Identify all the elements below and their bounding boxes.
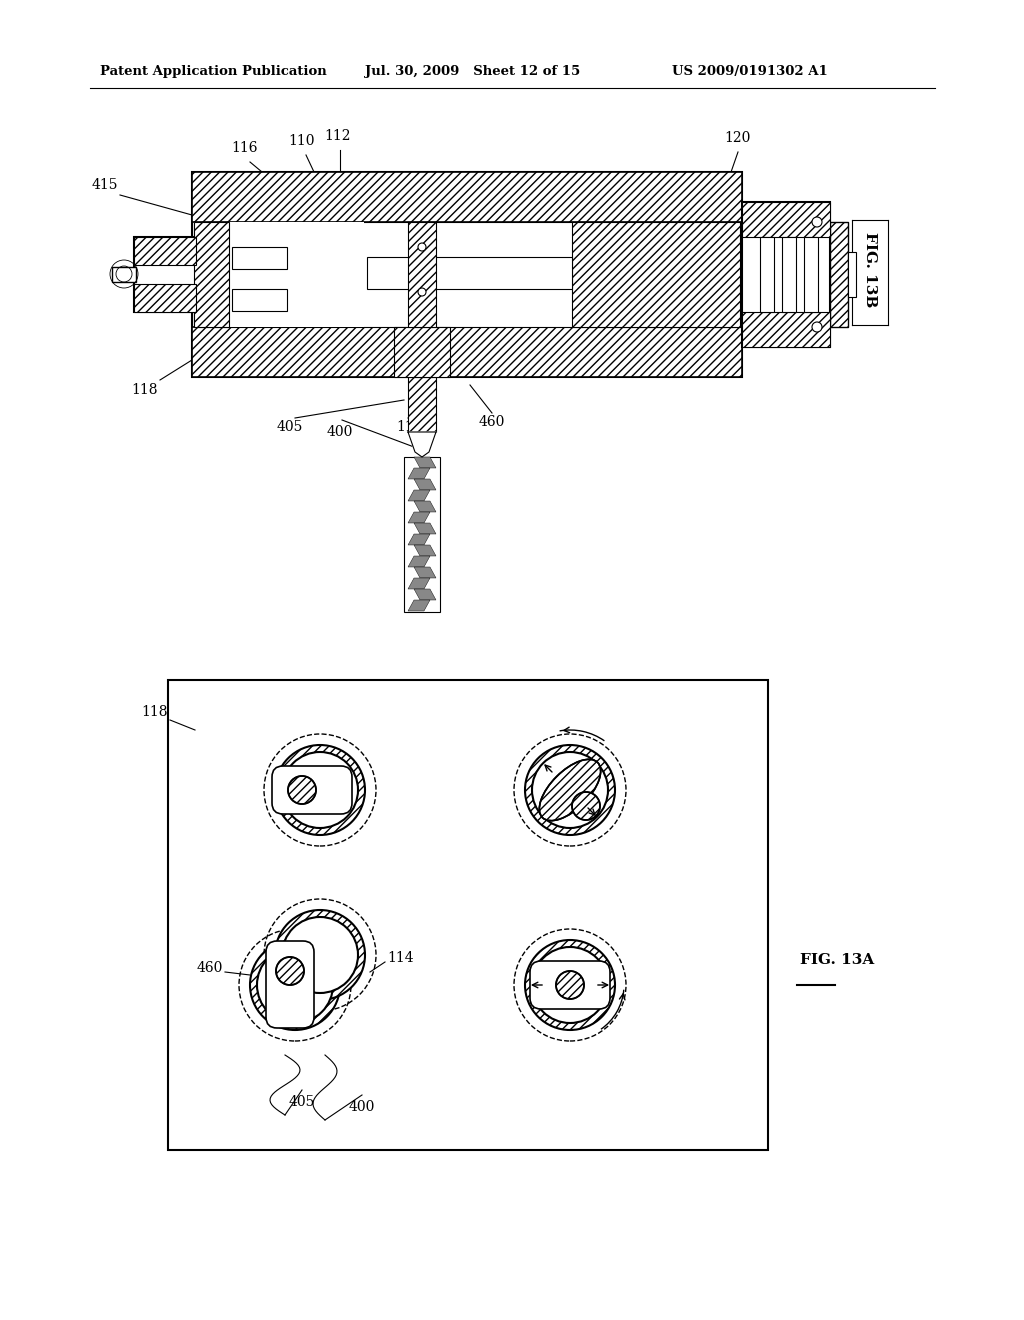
Polygon shape [408,535,430,545]
Ellipse shape [282,752,358,828]
Ellipse shape [532,946,608,1023]
Bar [134,238,196,312]
Bar [134,284,196,312]
Polygon shape [414,502,436,512]
Bar [830,222,848,327]
Circle shape [556,972,584,999]
Bar [193,172,742,222]
Text: Jul. 30, 2009   Sheet 12 of 15: Jul. 30, 2009 Sheet 12 of 15 [365,66,581,78]
Bar [742,202,830,347]
Text: 120: 120 [725,131,752,145]
Bar [394,327,450,378]
Circle shape [418,243,426,251]
Polygon shape [408,556,430,568]
Text: 460: 460 [479,414,505,429]
Bar [112,267,136,282]
Bar [232,247,287,269]
Ellipse shape [282,917,358,993]
Bar [408,378,436,432]
Bar [760,238,774,312]
Bar [194,222,229,327]
Ellipse shape [275,909,365,1001]
Text: 110: 110 [289,135,315,148]
Text: 114: 114 [396,420,423,434]
Text: Patent Application Publication: Patent Application Publication [100,66,327,78]
Bar [572,222,740,327]
Text: 460: 460 [197,961,223,975]
Text: 405: 405 [289,1096,315,1109]
Bar [742,202,830,238]
Bar [404,457,440,612]
Text: FIG. 13A: FIG. 13A [800,953,874,968]
Circle shape [418,288,426,296]
Text: US 2009/0191302 A1: US 2009/0191302 A1 [672,66,827,78]
Text: 118: 118 [131,383,158,397]
Text: 400: 400 [349,1100,375,1114]
Bar [830,222,848,327]
Circle shape [572,792,600,820]
FancyBboxPatch shape [272,766,352,814]
Text: 116: 116 [231,141,258,154]
Bar [408,378,436,432]
Ellipse shape [250,940,340,1030]
Bar [194,222,364,327]
Bar [193,172,742,378]
Bar [194,222,740,327]
Bar [848,252,856,297]
Polygon shape [414,457,436,469]
Ellipse shape [532,752,608,828]
Ellipse shape [257,946,333,1023]
Circle shape [288,776,316,804]
Bar [134,238,196,265]
Bar [193,327,742,378]
Polygon shape [408,490,430,502]
Ellipse shape [540,759,601,821]
Polygon shape [414,545,436,556]
FancyBboxPatch shape [266,941,314,1028]
Polygon shape [408,578,430,589]
Text: 118: 118 [141,705,168,719]
Bar [367,257,572,289]
Polygon shape [414,479,436,490]
FancyBboxPatch shape [530,961,610,1008]
Bar [742,312,830,347]
Ellipse shape [275,744,365,836]
Bar [782,238,796,312]
Text: 415: 415 [91,178,118,191]
Text: 112: 112 [325,129,351,143]
Polygon shape [414,589,436,601]
Bar [408,222,436,327]
Circle shape [812,216,822,227]
Text: 405: 405 [276,420,303,434]
Bar [232,289,287,312]
Ellipse shape [525,744,615,836]
Polygon shape [414,568,436,578]
Polygon shape [408,432,436,457]
Polygon shape [408,512,430,523]
Bar [408,222,436,327]
Polygon shape [414,523,436,535]
Text: 400: 400 [327,425,353,440]
Bar [804,238,818,312]
Circle shape [276,957,304,985]
Bar [168,680,768,1150]
Ellipse shape [525,940,615,1030]
Text: FIG. 13B: FIG. 13B [863,232,877,308]
Text: 114: 114 [387,950,414,965]
Circle shape [812,322,822,333]
Polygon shape [408,601,430,611]
Polygon shape [408,469,430,479]
